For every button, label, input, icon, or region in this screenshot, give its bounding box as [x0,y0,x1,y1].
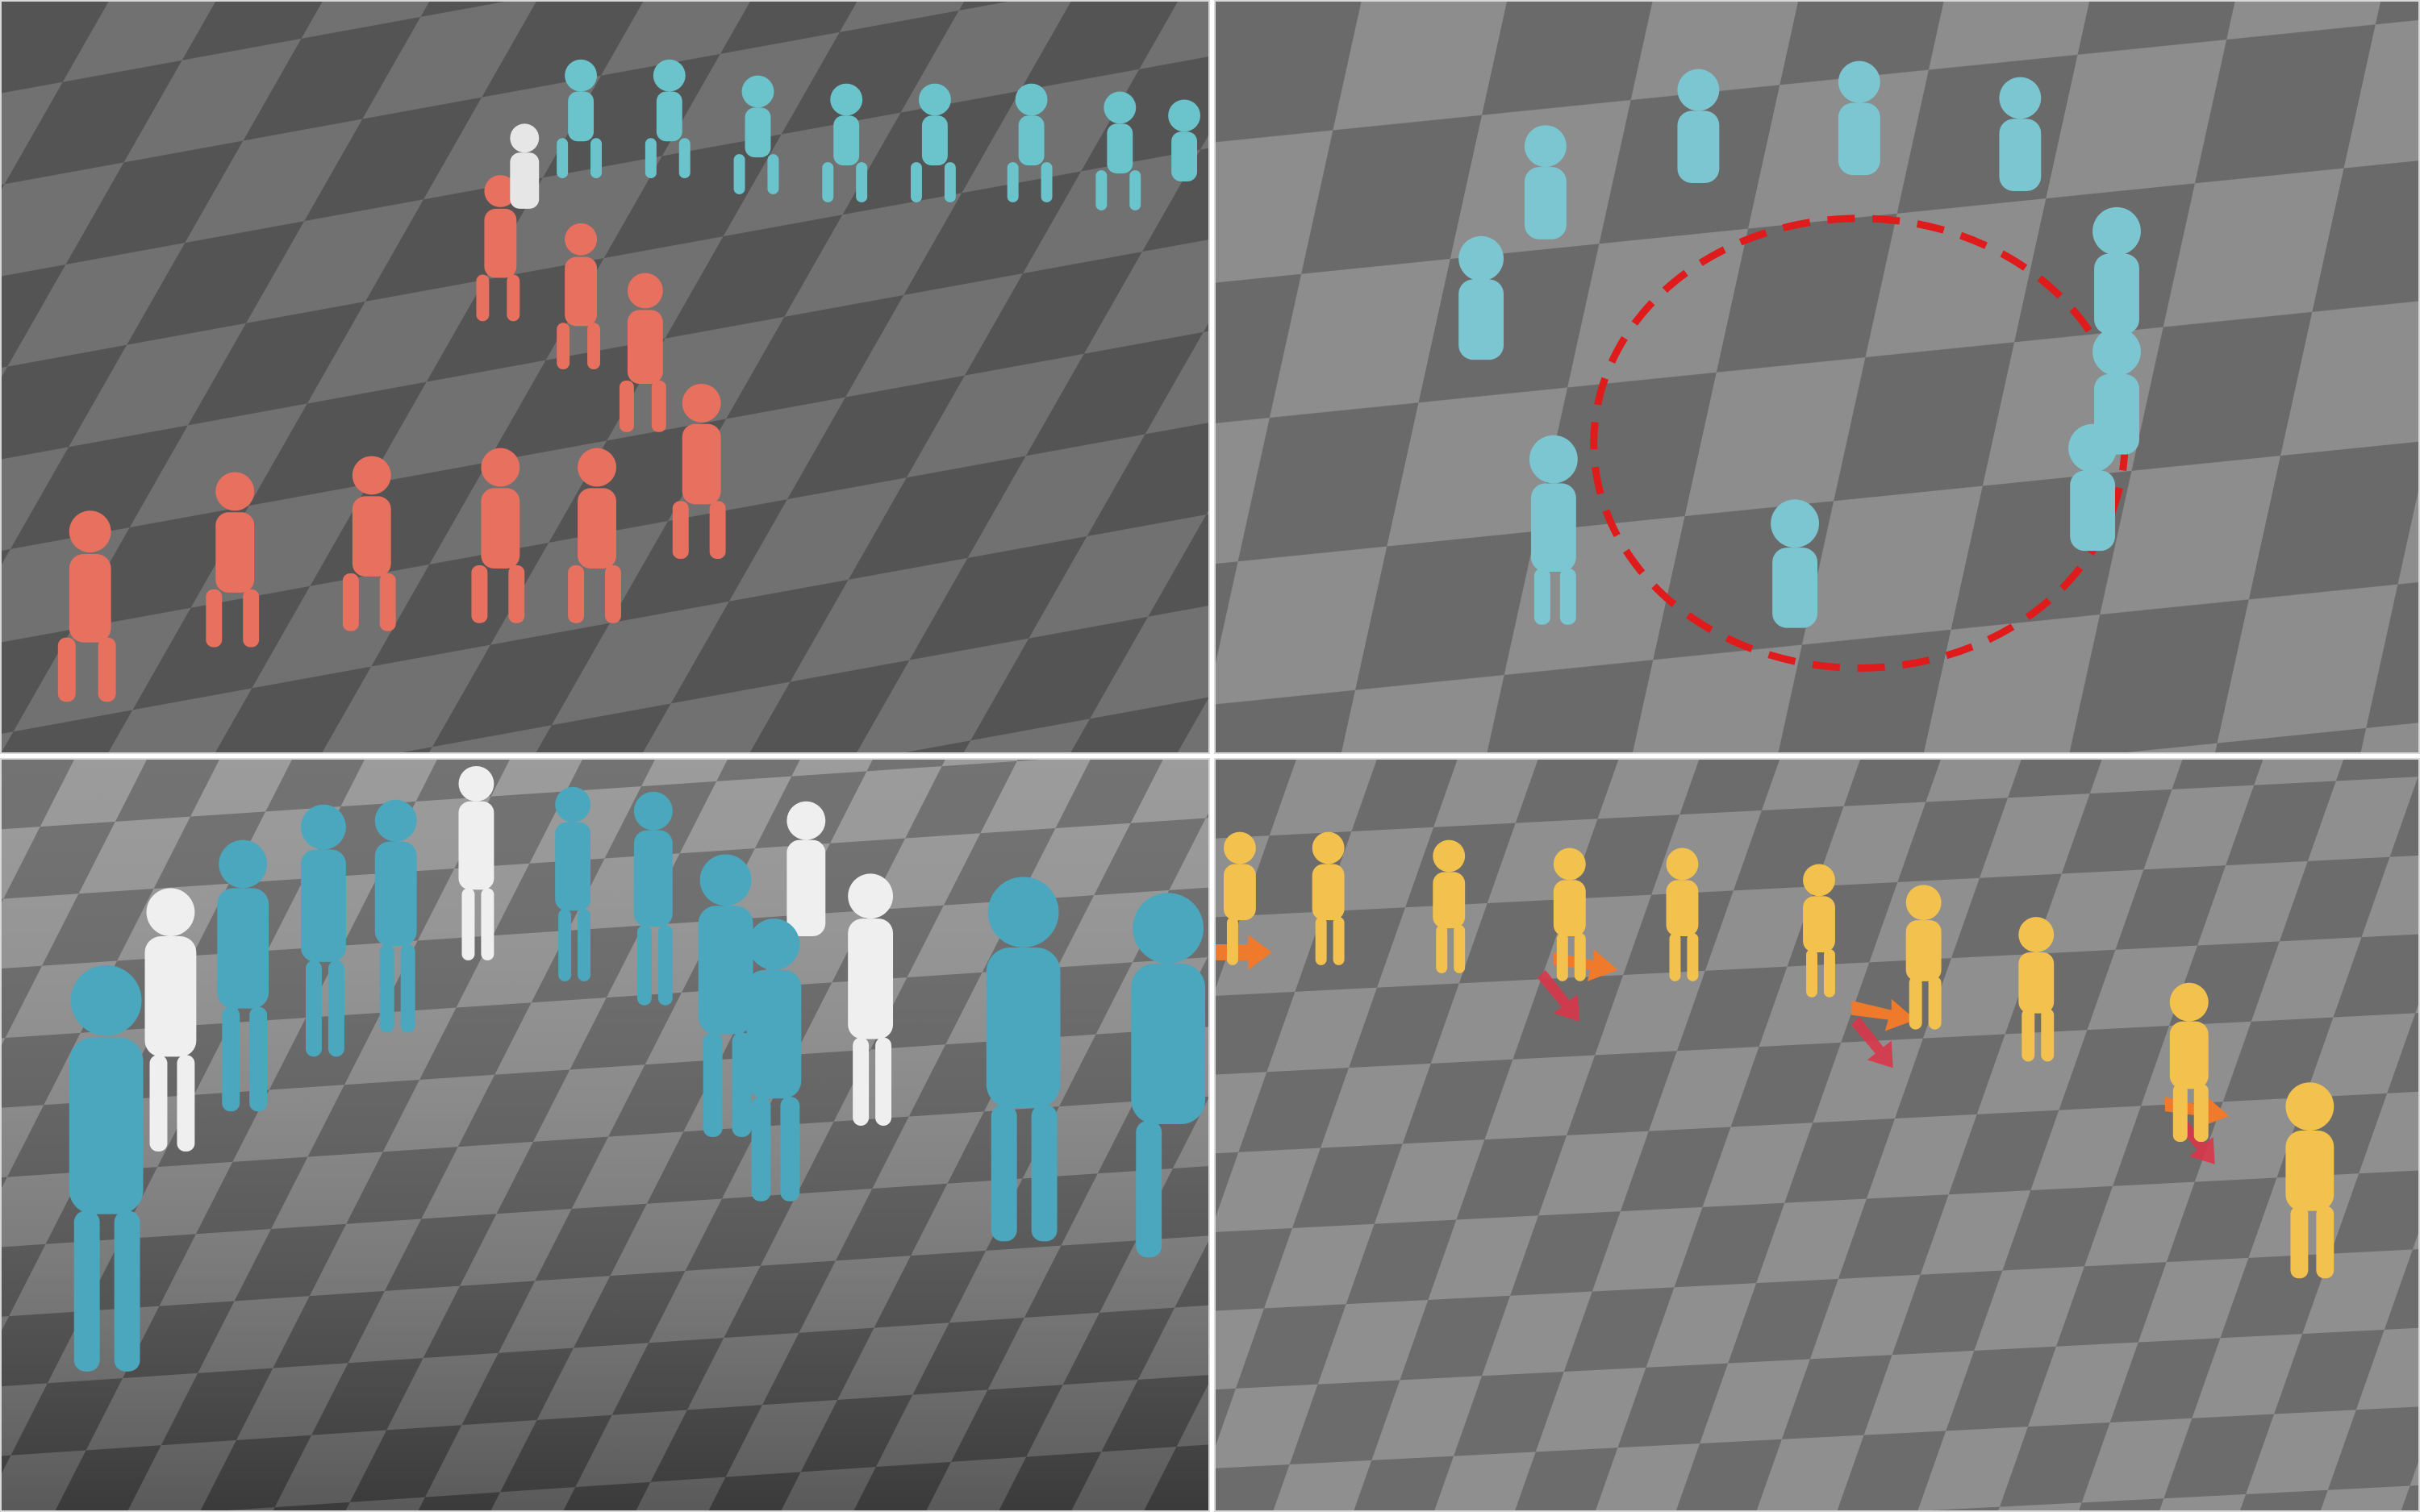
scene-bottom-left [2,760,1208,1510]
panel-bottom-left [0,758,1210,1512]
ghost-figure [510,123,540,209]
blue-figures [69,786,1206,1372]
red-figures [57,175,726,702]
scene-bottom-right [1216,760,2418,1510]
yellow-figures [1223,831,2334,1279]
cyan-figures [557,59,1201,210]
panel-top-right [1214,0,2420,754]
scene-top-left [2,2,1208,752]
panel-top-left [0,0,1210,754]
cyan-figures [1458,60,2141,628]
ghost-figures [144,765,894,1152]
panel-bottom-right [1214,758,2420,1512]
scene-top-right [1216,2,2418,752]
